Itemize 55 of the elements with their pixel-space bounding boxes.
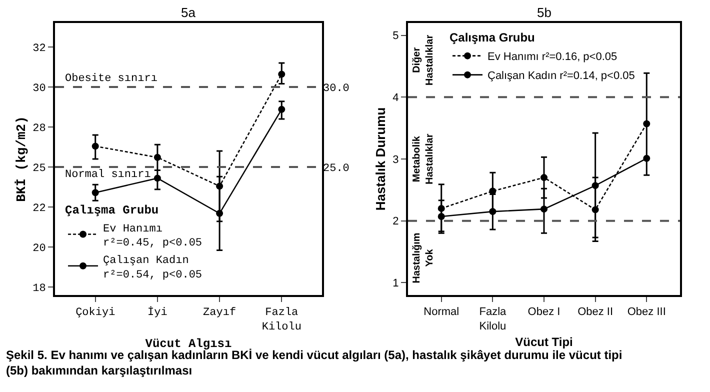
point bbox=[278, 70, 286, 78]
y-tick-label: 4 bbox=[392, 92, 399, 104]
x-tick-label: Obez I bbox=[528, 306, 560, 318]
y-tick-label: 1 bbox=[392, 277, 399, 290]
y-tick-label: 28 bbox=[32, 122, 46, 135]
x-tick-label: Obez III bbox=[627, 306, 666, 318]
legend-label: Ev Hanımı r²=0.45, p<0.05 bbox=[103, 223, 202, 250]
legend-label: Çalışan Kadın r²=0.54, p<0.05 bbox=[103, 254, 202, 282]
y-tick-label: 22 bbox=[32, 202, 46, 215]
x-axis-title: Vücut Tipi bbox=[515, 334, 573, 349]
point bbox=[643, 154, 650, 162]
ref-line-label: Normal sınırı bbox=[65, 169, 152, 181]
point bbox=[438, 212, 445, 220]
ref-line-label: Obesite sınırı bbox=[65, 73, 158, 85]
y-tick-label: 25 bbox=[32, 162, 46, 175]
x-tick-label: Fazla Kilolu bbox=[262, 307, 302, 334]
y-tick-label: 5 bbox=[392, 30, 399, 42]
x-tick-label: Çokiyi bbox=[76, 307, 116, 320]
annotation: Hastalığım Yok bbox=[411, 232, 436, 284]
y-tick-label: 3 bbox=[392, 154, 399, 166]
point bbox=[92, 189, 99, 196]
point bbox=[92, 142, 99, 150]
point bbox=[540, 206, 548, 213]
text: Şekil 5. Ev hanımı ve çalışan kadınların BKİ ve kendi vücut algıları (5a), hastalık şikâyet durumu ile vücut tipi (5b) bakımından karşılaştırılması bbox=[6, 348, 622, 378]
x-tick-label: İyi bbox=[148, 306, 168, 320]
y-tick-label: 30 bbox=[32, 82, 46, 95]
y-tick-label: 20 bbox=[32, 242, 46, 255]
x-axis-title: Vücut Algısı bbox=[145, 336, 232, 351]
x-tick-label: Normal bbox=[424, 306, 460, 318]
legend-label: Çalışan Kadın r²=0.14, p<0.05 bbox=[488, 70, 635, 82]
chart-title: 5a bbox=[181, 5, 196, 20]
y2-tick-label: 25.0 bbox=[323, 162, 350, 175]
point bbox=[643, 120, 650, 128]
y2-tick-label: 30.0 bbox=[323, 82, 350, 95]
point bbox=[540, 174, 548, 182]
annotation: Metabolik Hastalıklar bbox=[411, 134, 436, 184]
y-axis-title: Hastalık Durumu bbox=[373, 107, 388, 211]
x-tick-label: Fazla Kilolu bbox=[479, 306, 508, 332]
y-tick-label: 18 bbox=[32, 282, 46, 295]
point bbox=[154, 174, 161, 182]
y-axis-title: BKİ (kg/m2) bbox=[14, 116, 30, 202]
x-tick-label: Obez II bbox=[578, 306, 614, 318]
point bbox=[278, 106, 286, 113]
point bbox=[216, 210, 224, 217]
chart-title: 5b bbox=[537, 5, 552, 20]
y-tick-label: 2 bbox=[392, 216, 399, 228]
point bbox=[592, 182, 599, 190]
annotation: Diğer Hastalıklar bbox=[411, 34, 436, 86]
point bbox=[489, 208, 496, 216]
legend-label: Ev Hanımı r²=0.16, p<0.05 bbox=[488, 51, 618, 64]
y-tick-label: 32 bbox=[32, 42, 46, 55]
x-tick-label: Zayıf bbox=[203, 307, 236, 320]
legend-title: Çalışma Grubu bbox=[450, 30, 535, 44]
point bbox=[154, 154, 161, 161]
legend-title: Çalışma Grubu bbox=[65, 203, 159, 218]
